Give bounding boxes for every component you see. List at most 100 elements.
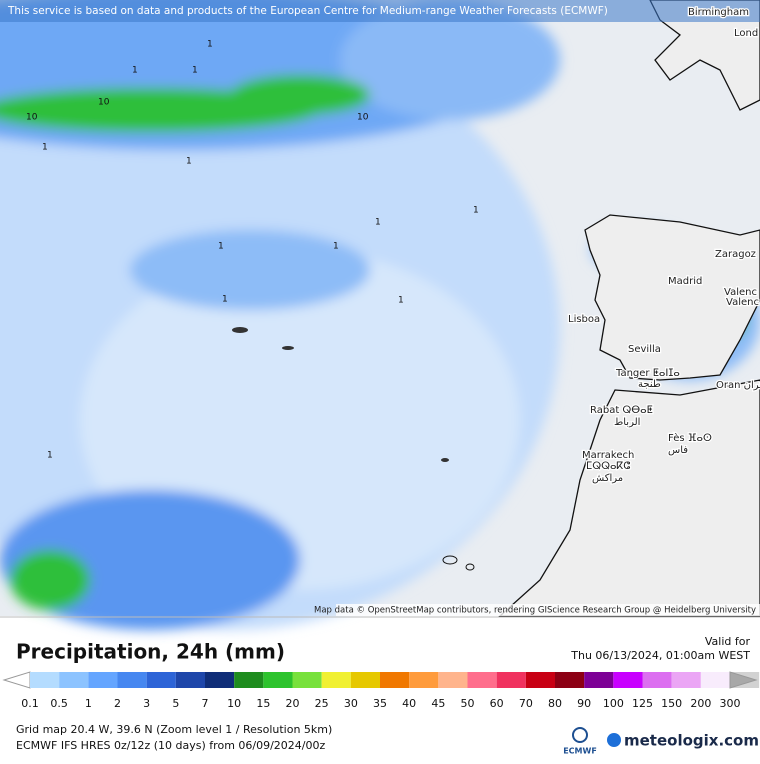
ecmwf-logo: ECMWF bbox=[563, 747, 597, 756]
scale-label: 150 bbox=[661, 697, 682, 710]
scale-segment bbox=[613, 672, 643, 688]
scale-label: 100 bbox=[603, 697, 624, 710]
scale-segment bbox=[205, 672, 235, 688]
contour-label: 1 bbox=[222, 295, 228, 305]
city: الرباط bbox=[614, 417, 640, 428]
scale-segment bbox=[292, 672, 322, 688]
contour-label: 1 bbox=[132, 66, 138, 76]
scale-segment bbox=[234, 672, 264, 688]
scale-label: 35 bbox=[373, 697, 387, 710]
scale-label: 50 bbox=[461, 697, 475, 710]
contour-label: 10 bbox=[98, 98, 110, 108]
scale-segment bbox=[467, 672, 497, 688]
valid-label: Valid for bbox=[705, 635, 751, 648]
city: Valenc bbox=[724, 287, 757, 298]
scale-label: 0.5 bbox=[50, 697, 68, 710]
ecmwf-icon bbox=[572, 727, 588, 743]
contour-label: 10 bbox=[26, 113, 38, 123]
scale-label: 7 bbox=[202, 697, 209, 710]
title: Precipitation, 24h (mm) bbox=[16, 640, 285, 664]
contour-label: 1 bbox=[375, 218, 381, 228]
city: Valenc bbox=[726, 297, 759, 308]
scale-segment bbox=[642, 672, 672, 688]
scale-segment bbox=[496, 672, 526, 688]
city: فاس bbox=[668, 445, 688, 456]
model-info: ECMWF IFS HRES 0z/12z (10 days) from 06/… bbox=[16, 739, 326, 752]
scale-label: 300 bbox=[720, 697, 741, 710]
scale-segment bbox=[117, 672, 147, 688]
contour-label: 1 bbox=[333, 242, 339, 252]
city: Lond bbox=[734, 28, 758, 39]
scale-label: 80 bbox=[548, 697, 562, 710]
city: ⵎⵕⵕⴰⴽⵛ bbox=[586, 461, 630, 472]
contour-label: 1 bbox=[192, 66, 198, 76]
scale-label: 125 bbox=[632, 697, 653, 710]
scale-segment bbox=[584, 672, 614, 688]
scale-label: 15 bbox=[256, 697, 270, 710]
scale-label: 30 bbox=[344, 697, 358, 710]
scale-label: 45 bbox=[431, 697, 445, 710]
contour-label: 1 bbox=[398, 296, 404, 306]
scale-label: 2 bbox=[114, 697, 121, 710]
islands bbox=[232, 327, 475, 571]
scale-label: 0.1 bbox=[21, 697, 39, 710]
scale-label: 5 bbox=[172, 697, 179, 710]
color-scale: 0.1 0.5 1 2 3 5 7 10 15 20 25 30 35 40 45 50 60 70 80 90 100… bbox=[2, 671, 760, 710]
land bbox=[498, 0, 760, 617]
scale-segment bbox=[59, 672, 89, 688]
city: Sevilla bbox=[628, 344, 661, 355]
contour-label: 1 bbox=[218, 242, 224, 252]
contour-label: 1 bbox=[207, 40, 213, 50]
scale-segment bbox=[263, 672, 293, 688]
valid-time: Thu 06/13/2024, 01:00am WEST bbox=[570, 649, 750, 662]
scale-segment bbox=[321, 672, 351, 688]
map: This service is based on data and produc… bbox=[0, 0, 760, 630]
scale-label: 10 bbox=[227, 697, 241, 710]
city: Rabat ⵕⴱⴰⵟ bbox=[590, 405, 653, 416]
scale-segment bbox=[409, 672, 439, 688]
grid-info: Grid map 20.4 W, 39.6 N (Zoom level 1 / … bbox=[16, 723, 332, 736]
scale-segment bbox=[380, 672, 410, 688]
scale-label: 90 bbox=[577, 697, 591, 710]
city: Oran وهران bbox=[716, 380, 760, 391]
scale-segment bbox=[146, 672, 176, 688]
city: Tanger ⵟⴰⵏⵊⴰ bbox=[615, 368, 680, 379]
scale-segment bbox=[438, 672, 468, 688]
contour-label: 1 bbox=[47, 451, 53, 461]
scale-segment bbox=[525, 672, 555, 688]
under-arrow bbox=[2, 671, 31, 689]
meteologix-logo[interactable]: meteologix.com bbox=[624, 732, 759, 750]
attribution-band bbox=[336, 604, 760, 616]
scale-label: 60 bbox=[490, 697, 504, 710]
city: Lisboa bbox=[568, 314, 600, 325]
scale-segment bbox=[350, 672, 380, 688]
scale-segment bbox=[700, 672, 730, 688]
scale-label: 40 bbox=[402, 697, 416, 710]
meteologix-icon bbox=[607, 733, 621, 747]
city: Fès ⴼⴰⵙ bbox=[668, 432, 712, 444]
scale-label: 3 bbox=[143, 697, 150, 710]
contour-label: 1 bbox=[473, 206, 479, 216]
city: Madrid bbox=[668, 276, 702, 287]
scale-label: 25 bbox=[315, 697, 329, 710]
scale-segment bbox=[88, 672, 118, 688]
scale-label: 200 bbox=[690, 697, 711, 710]
city: Birmingham bbox=[688, 7, 749, 18]
scale-label: 70 bbox=[519, 697, 533, 710]
contour-label: 10 bbox=[357, 113, 369, 123]
scale-label: 1 bbox=[85, 697, 92, 710]
scale-segment bbox=[671, 672, 701, 688]
scale-segment bbox=[175, 672, 205, 688]
notice: This service is based on data and produc… bbox=[7, 5, 608, 17]
contour-labels: 1 1 1 1 1 1 1 1 1 1 1 1 10 10 10 bbox=[26, 40, 479, 461]
contour-label: 1 bbox=[42, 143, 48, 153]
over-arrow bbox=[729, 671, 758, 689]
city: Zaragoz bbox=[715, 249, 756, 260]
notice-band bbox=[0, 0, 760, 22]
scale-segment bbox=[555, 672, 585, 688]
city: طنجة bbox=[638, 379, 661, 390]
contour-label: 1 bbox=[186, 157, 192, 167]
scale-label: 20 bbox=[286, 697, 300, 710]
city: مراكش bbox=[592, 473, 623, 484]
